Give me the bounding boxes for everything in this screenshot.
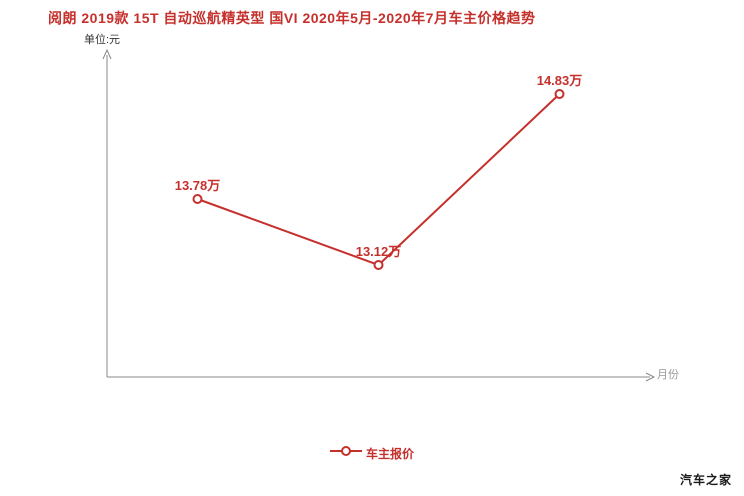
data-point-label: 14.83万 bbox=[536, 73, 583, 88]
series-line-layer bbox=[192, 89, 565, 270]
x-axis-label: 月份 bbox=[657, 369, 679, 381]
data-point-marker bbox=[554, 89, 565, 99]
watermark-autohome: 汽车之家 bbox=[679, 473, 732, 487]
data-point-marker bbox=[373, 260, 384, 270]
y-axis-unit-label: 单位:元 bbox=[84, 34, 121, 46]
x-axis-arrow-icon bbox=[645, 372, 656, 382]
legend-series-label: 车主报价 bbox=[365, 447, 414, 461]
legend: 车主报价 bbox=[0, 444, 744, 463]
chart-title: 阅朗 2019款 15T 自动巡航精英型 国VI 2020年5月-2020年7月… bbox=[48, 10, 536, 26]
legend-line-marker-icon bbox=[329, 444, 362, 463]
price-trend-chart bbox=[102, 48, 656, 382]
data-point-label: 13.78万 bbox=[174, 178, 221, 193]
series-line bbox=[197, 93, 561, 267]
data-point-label: 13.12万 bbox=[355, 244, 402, 259]
y-axis-arrow-icon bbox=[102, 48, 112, 60]
data-point-marker bbox=[192, 194, 203, 204]
